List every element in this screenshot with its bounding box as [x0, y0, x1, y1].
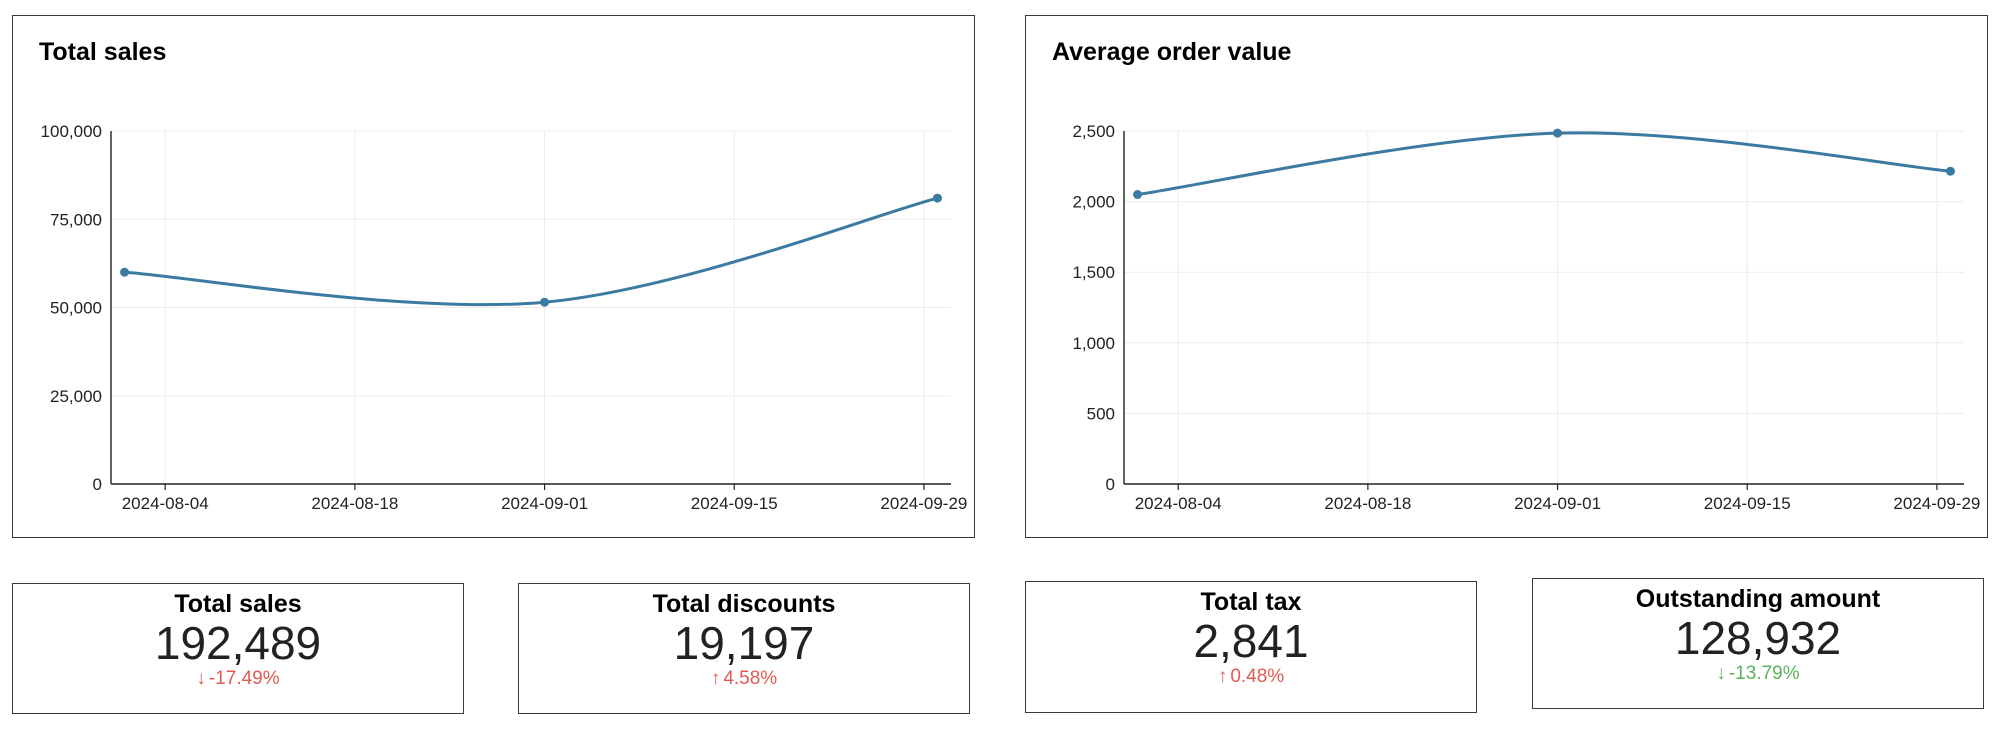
- kpi-value: 128,932: [1674, 612, 1842, 664]
- y-tick-label: 0: [1106, 475, 1115, 494]
- kpi-change: ↓ -13.79%: [1533, 663, 1983, 685]
- series-line: [1137, 131, 1951, 197]
- x-tick-label: 2024-09-15: [1704, 494, 1791, 513]
- y-tick-label: 50,000: [50, 299, 102, 318]
- y-tick-label: 2,000: [1072, 193, 1115, 212]
- y-tick-label: 1,000: [1072, 334, 1115, 353]
- data-point: [120, 267, 130, 277]
- kpi-change-value: -17.49%: [208, 668, 280, 689]
- kpi-card-total-discounts: Total discounts 19,197 ↑ 4.58%: [518, 583, 970, 714]
- x-tick-label: 2024-09-01: [1514, 494, 1601, 513]
- x-tick-label: 2024-08-18: [311, 494, 398, 513]
- kpi-title: Outstanding amount: [1635, 585, 1881, 613]
- chart-title: Average order value: [1052, 38, 1292, 66]
- y-tick-label: 1,500: [1072, 263, 1115, 282]
- kpi-change: ↓ -17.49%: [13, 668, 463, 690]
- kpi-value: 19,197: [673, 617, 815, 669]
- x-tick-label: 2024-09-29: [1893, 494, 1980, 513]
- arrow-up-icon: ↑: [710, 668, 721, 689]
- kpi-change-value: 4.58%: [723, 668, 778, 689]
- arrow-down-icon: ↓: [1716, 663, 1726, 684]
- series-line: [124, 196, 938, 307]
- kpi-value: 192,489: [154, 617, 322, 669]
- kpi-card-total-sales: Total sales 192,489 ↓ -17.49%: [12, 583, 464, 714]
- total-sales-chart: 0 25,000 50,000 75,000 100,000 2024-08-04 2024…: [41, 122, 968, 513]
- data-point: [1553, 128, 1563, 138]
- chart-panel-average-order-value: Average order value 0 500 1,000 1,500 2,000 2…: [1025, 15, 1988, 538]
- kpi-change: ↑ 0.48%: [1026, 666, 1476, 688]
- y-tick-label: 0: [93, 475, 102, 494]
- kpi-change-value: 0.48%: [1230, 666, 1285, 687]
- data-point: [1945, 166, 1955, 176]
- y-tick-label: 25,000: [50, 387, 102, 406]
- y-tick-label: 75,000: [50, 210, 102, 229]
- x-tick-label: 2024-08-04: [122, 494, 209, 513]
- kpi-value: 2,841: [1193, 615, 1309, 667]
- chart-panel-total-sales: Total sales 0 25,000 50,000 75,000 100,000 20…: [12, 15, 975, 538]
- x-tick-label: 2024-09-15: [691, 494, 778, 513]
- x-tick-label: 2024-08-04: [1135, 494, 1222, 513]
- average-order-value-chart: 0 500 1,000 1,500 2,000 2,500 2024-08-04 2024-0…: [1072, 122, 1980, 513]
- data-point: [540, 297, 550, 307]
- y-tick-label: 100,000: [41, 122, 102, 141]
- kpi-card-total-tax: Total tax 2,841 ↑ 0.48%: [1025, 581, 1477, 713]
- data-point: [932, 193, 942, 203]
- x-tick-label: 2024-08-18: [1324, 494, 1411, 513]
- kpi-title: Total sales: [174, 590, 302, 618]
- arrow-down-icon: ↓: [196, 668, 206, 689]
- kpi-change: ↑ 4.58%: [519, 668, 969, 690]
- kpi-title: Total discounts: [652, 590, 836, 618]
- arrow-up-icon: ↑: [1217, 666, 1228, 687]
- x-tick-label: 2024-09-29: [880, 494, 967, 513]
- data-point: [1133, 190, 1143, 200]
- kpi-change-value: -13.79%: [1728, 663, 1800, 684]
- chart-title: Total sales: [39, 38, 167, 66]
- y-tick-label: 2,500: [1072, 122, 1115, 141]
- kpi-title: Total tax: [1200, 588, 1302, 616]
- y-tick-label: 500: [1087, 404, 1115, 423]
- x-tick-label: 2024-09-01: [501, 494, 588, 513]
- kpi-card-outstanding-amount: Outstanding amount 128,932 ↓ -13.79%: [1532, 578, 1984, 709]
